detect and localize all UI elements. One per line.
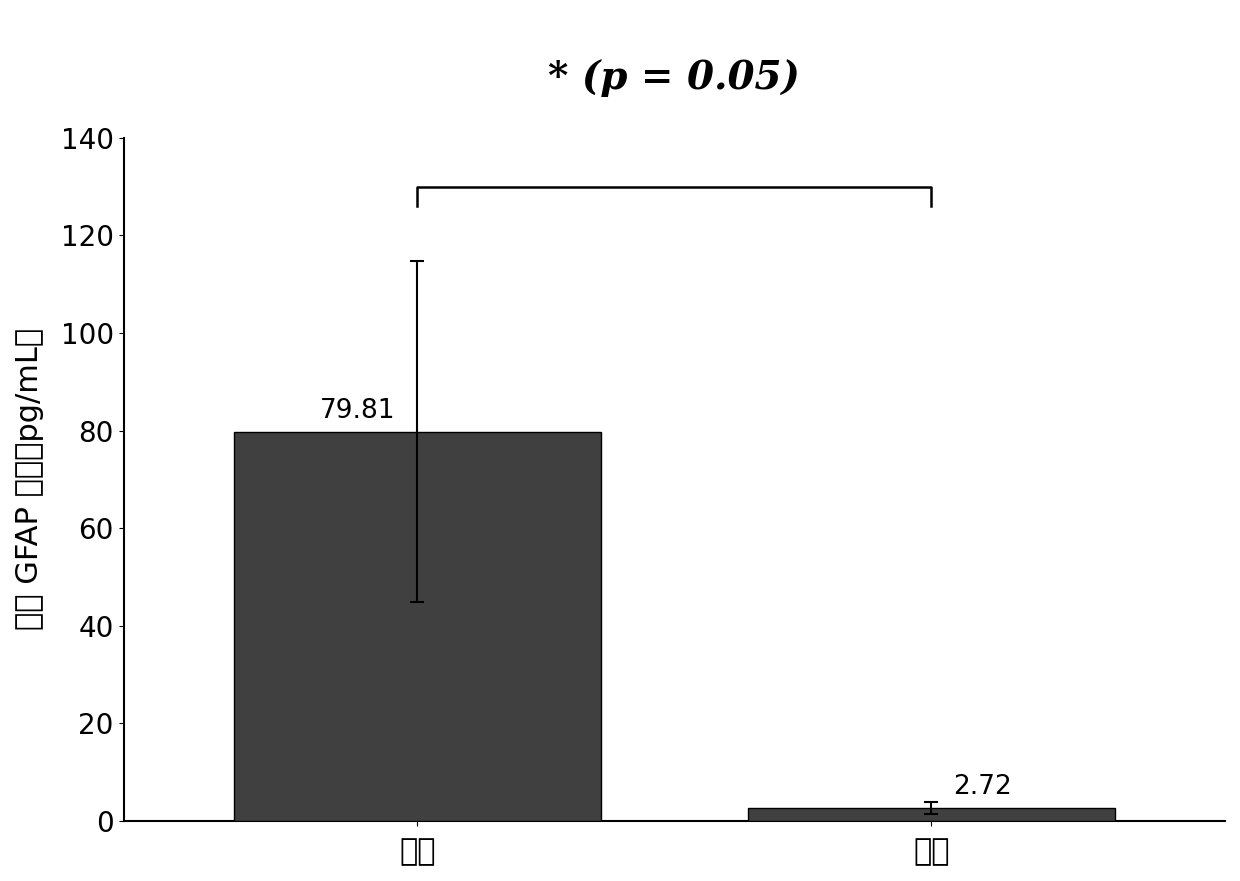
Text: * (p = 0.05): * (p = 0.05) — [548, 59, 800, 97]
Bar — [748, 808, 1115, 821]
Text: 2.72: 2.72 — [954, 774, 1012, 801]
Y-axis label: 血清 GFAP 浓度（pg/mL）: 血清 GFAP 浓度（pg/mL） — [15, 329, 43, 631]
Bar — [233, 432, 601, 821]
Text: 79.81: 79.81 — [320, 398, 396, 424]
